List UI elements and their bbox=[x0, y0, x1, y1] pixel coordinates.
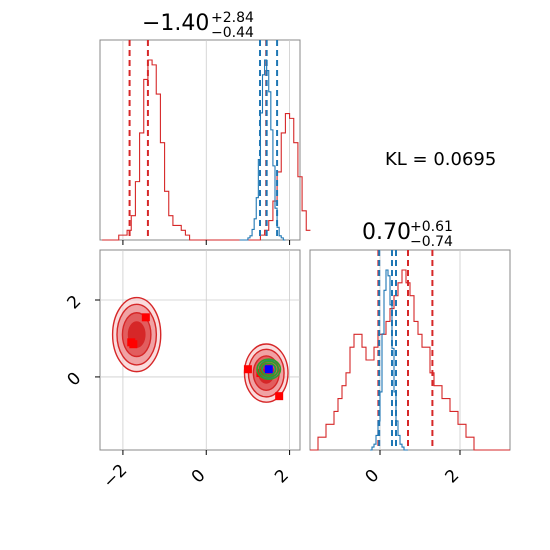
contour-green-1 bbox=[258, 360, 279, 379]
panel-joint bbox=[99, 249, 301, 451]
x-tick-label: 2 bbox=[271, 466, 293, 488]
y-histogram-series-1 bbox=[370, 269, 408, 451]
title-y-median: 0.70 bbox=[362, 220, 411, 245]
title-x-lower: −0.44 bbox=[211, 25, 254, 41]
y-marginal-tick-label: 0 bbox=[362, 466, 384, 488]
panel-y-marginal bbox=[309, 249, 511, 451]
x-tick-label: −2 bbox=[99, 461, 131, 493]
title-x-param: −1.40 bbox=[142, 11, 209, 36]
y-tick-label: 2 bbox=[64, 292, 86, 314]
y-tick-label: 0 bbox=[64, 368, 86, 390]
contour-green-2 bbox=[260, 362, 277, 377]
title-x-median: −1.40 bbox=[142, 11, 209, 36]
panel-x-marginal bbox=[99, 39, 311, 241]
kl-label: KL = 0.0695 bbox=[385, 149, 496, 170]
marker-red bbox=[141, 313, 150, 322]
title-y-upper: +0.61 bbox=[410, 219, 453, 235]
x-histogram-series-1 bbox=[239, 59, 286, 241]
x-tick-label: 0 bbox=[188, 466, 210, 488]
title-x-upper: +2.84 bbox=[211, 10, 254, 26]
marker-red bbox=[127, 338, 136, 347]
contour-green-0 bbox=[256, 358, 282, 381]
title-y-lower: −0.74 bbox=[410, 234, 453, 250]
y-marginal-tick-label: 2 bbox=[442, 466, 464, 488]
marker-blue bbox=[264, 365, 273, 374]
y-histogram-series-0 bbox=[310, 269, 510, 451]
marker-red bbox=[243, 365, 252, 374]
x-histogram-series-0 bbox=[102, 59, 311, 241]
marker-red bbox=[275, 392, 284, 401]
